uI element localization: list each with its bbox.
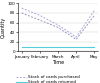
Legend: Stock of cards purchased, Stock of cards returned, Total stock: Stock of cards purchased, Stock of cards… xyxy=(16,75,80,83)
X-axis label: Time: Time xyxy=(52,60,64,65)
Y-axis label: Quantity: Quantity xyxy=(1,17,6,38)
